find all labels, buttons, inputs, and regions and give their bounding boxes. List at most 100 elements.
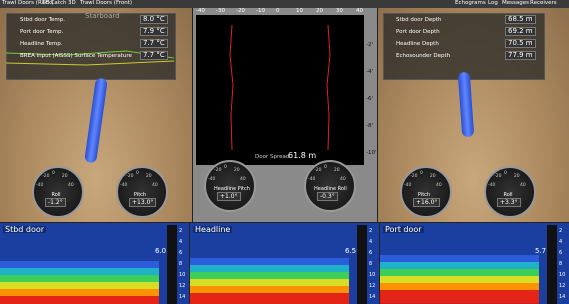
echogram-title: Stbd door — [3, 226, 46, 233]
echogram-scale-bar — [357, 225, 367, 304]
gauge-tick: -20 — [314, 167, 321, 174]
menu-item[interactable]: Receivers — [530, 0, 557, 7]
echogram-title: Headline — [193, 226, 232, 233]
gauge-tick: 0 — [420, 170, 423, 177]
echogram-scale-label: 2 — [179, 228, 182, 235]
echogram-scale-bar — [167, 225, 177, 304]
echogram — [380, 223, 569, 304]
port-trace — [327, 25, 330, 150]
gauge-tick: -40 — [208, 176, 215, 183]
gauge-tick: 20 — [334, 167, 340, 174]
gauge-tick: 0 — [52, 170, 55, 177]
echogram-scale-label: 14 — [559, 294, 565, 301]
stbd-trace — [230, 25, 233, 150]
echogram-scale-label: 6 — [369, 250, 372, 257]
door-traces — [196, 15, 364, 165]
gauge-value: +13.0° — [129, 198, 156, 207]
x-scale-label: 20 — [316, 8, 323, 15]
depth-scale-label: -8' — [366, 123, 373, 130]
gauge-tick: -20 — [494, 173, 501, 180]
echogram-scale-label: 12 — [179, 283, 185, 290]
reading-label: Stbd door Depth — [396, 17, 441, 24]
spread-label: Door Spread — [255, 154, 289, 161]
gauge-value: -1.2° — [45, 198, 66, 207]
echogram — [190, 223, 379, 304]
echogram-scale-label: 10 — [369, 272, 375, 279]
echo-band — [190, 293, 349, 304]
x-scale-label: -20 — [236, 8, 245, 15]
gauge-tick: 40 — [68, 182, 74, 189]
gauge-tick: -20 — [126, 173, 133, 180]
gauge-tick: -40 — [308, 176, 315, 183]
depth-scale-label: -6' — [366, 96, 373, 103]
reading-value: 69.2 m — [505, 27, 536, 36]
gauge-tick: 0 — [224, 164, 227, 171]
echogram-scale-label: 12 — [369, 283, 375, 290]
echogram-scale-label: 4 — [179, 239, 182, 246]
echogram-scale-label: 2 — [559, 228, 562, 235]
reading-value: 7.7 °C — [140, 51, 168, 60]
gauge-tick: -40 — [404, 182, 411, 189]
reading-label: Port door Depth — [396, 29, 440, 36]
reading-value: 68.5 m — [505, 15, 536, 24]
gauge-value: -0.3° — [317, 192, 338, 201]
gauge-value: +16.0° — [413, 198, 440, 207]
gauge-tick: 0 — [504, 170, 507, 177]
gauge-tick: -20 — [214, 167, 221, 174]
gauge-tick: -40 — [120, 182, 127, 189]
x-scale-label: 30 — [336, 8, 343, 15]
gauge-tick: 20 — [234, 167, 240, 174]
gauge-tick: 20 — [514, 173, 520, 180]
gauge-tick: 0 — [136, 170, 139, 177]
echogram-title: Port door — [383, 226, 424, 233]
reading-label: BREA input (AISSS) Surface Temperature — [20, 53, 132, 60]
gauge-tick: 40 — [520, 182, 526, 189]
echogram-scale-label: 12 — [559, 283, 565, 290]
gauge-tick: -20 — [42, 173, 49, 180]
gauge-tick: 40 — [436, 182, 442, 189]
reading-label: Stbd door Temp. — [20, 17, 65, 24]
depth-scale-label: -4' — [366, 69, 373, 76]
menu-tab[interactable]: Trawl Doors (Front) — [80, 0, 132, 7]
echogram-scale-label: 6 — [179, 250, 182, 257]
watermark: Starboard — [85, 13, 120, 20]
echo-band — [0, 296, 159, 304]
echogram-scale-label: 14 — [369, 294, 375, 301]
x-scale-label: -10 — [256, 8, 265, 15]
reading-value: 7.9 °C — [140, 27, 168, 36]
echogram-scale-bar — [547, 225, 557, 304]
reading-label: Echosounder Depth — [396, 53, 450, 60]
gauge-tick: -40 — [36, 182, 43, 189]
echogram — [0, 223, 189, 304]
echogram-scale-label: 8 — [559, 261, 562, 268]
gauge-tick: 20 — [146, 173, 152, 180]
reading-label: Port door Temp. — [20, 29, 63, 36]
gauge-tick: -40 — [488, 182, 495, 189]
menu-item[interactable]: Messages — [502, 0, 529, 7]
echogram-scale-label: 4 — [369, 239, 372, 246]
echogram-scale-label: 10 — [179, 272, 185, 279]
depth-scale-label: -2' — [366, 42, 373, 49]
gauge-tick: 40 — [240, 176, 246, 183]
echogram-scale-label: 8 — [369, 261, 372, 268]
gauge-value: +3.3° — [497, 198, 521, 207]
reading-value: 8.0 °C — [140, 15, 168, 24]
x-scale-label: 40 — [356, 8, 363, 15]
gauge-tick: 0 — [324, 164, 327, 171]
menu-item[interactable]: Echograms — [455, 0, 486, 7]
echogram-scale-label: 4 — [559, 239, 562, 246]
echogram-scale-label: 8 — [179, 261, 182, 268]
gauge-tick: -20 — [410, 173, 417, 180]
spread-value: 61.8 m — [288, 152, 316, 159]
echogram-scale-label: 6 — [559, 250, 562, 257]
x-scale-label: 10 — [296, 8, 303, 15]
gauge-tick: 40 — [152, 182, 158, 189]
gauge-tick: 40 — [340, 176, 346, 183]
echogram-scale-label: 10 — [559, 272, 565, 279]
x-scale-label: 0 — [276, 8, 280, 15]
app-window: Trawl Doors (Rack)TE Catch3DTrawl Doors … — [0, 0, 569, 304]
menu-tab[interactable]: TE Catch — [42, 0, 66, 7]
menu-item[interactable]: Log — [488, 0, 498, 7]
reading-value: 7.7 °C — [140, 39, 168, 48]
menu-tab[interactable]: 3D — [68, 0, 76, 7]
